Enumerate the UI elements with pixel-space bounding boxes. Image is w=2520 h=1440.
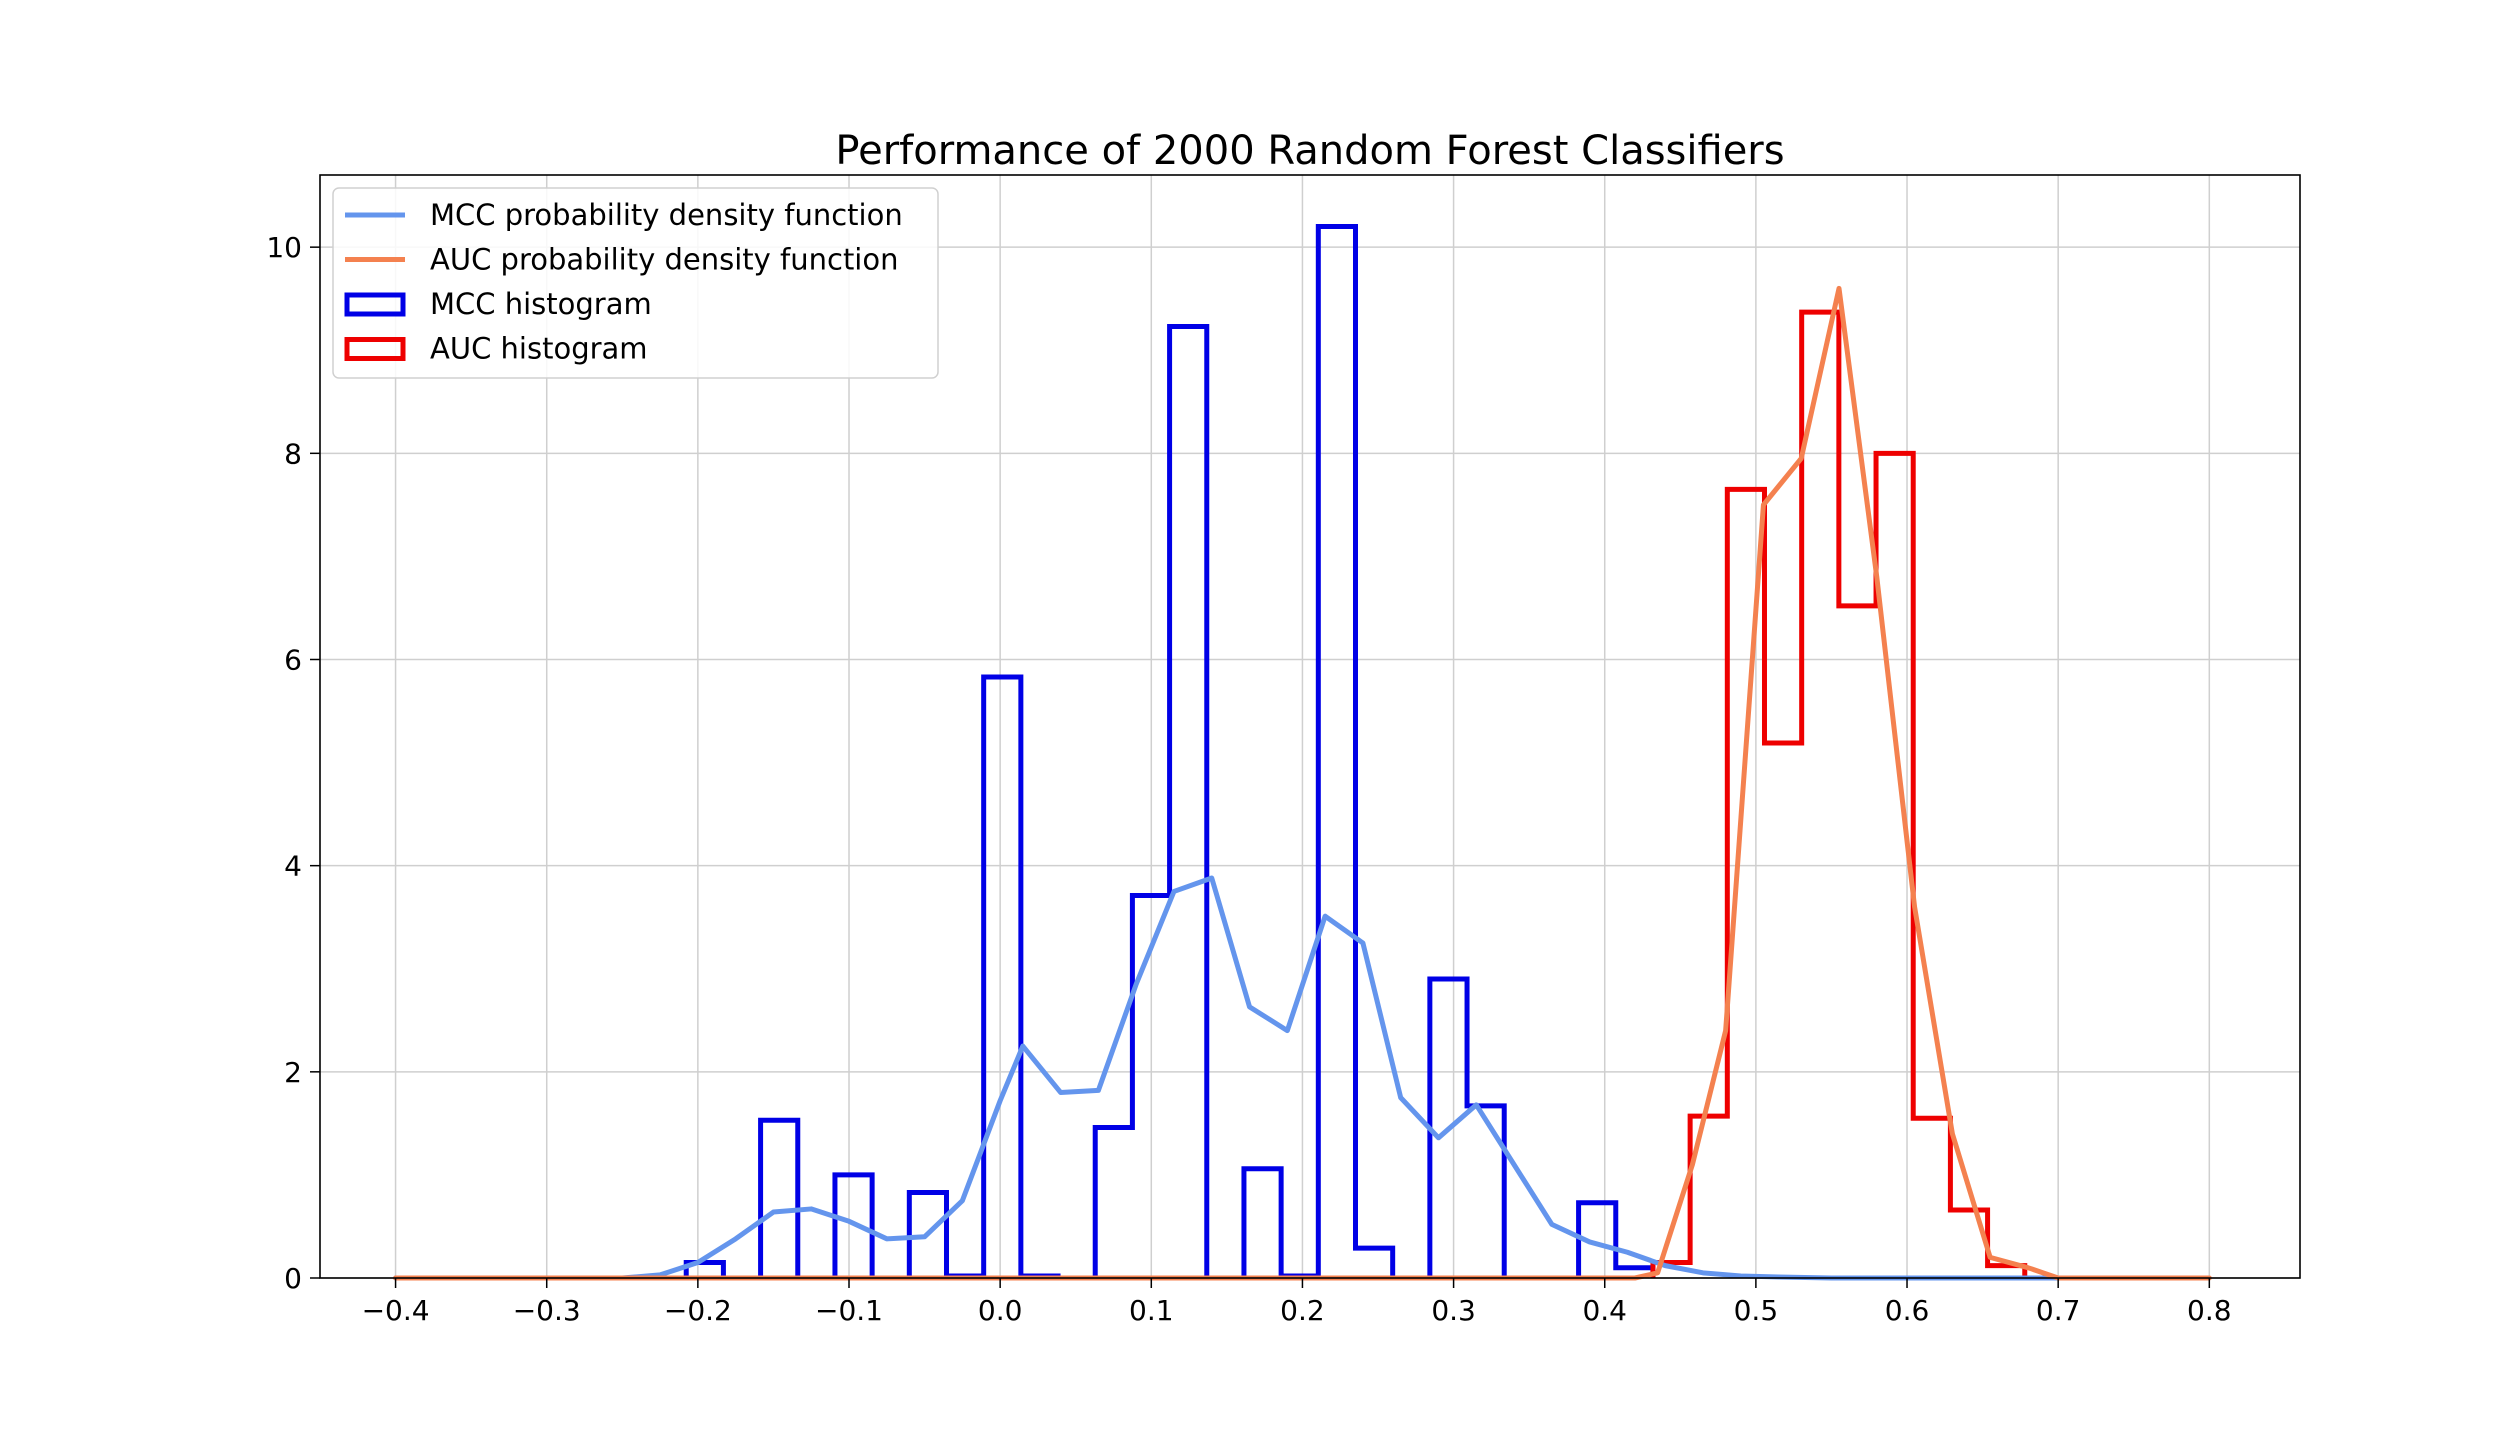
x-tick-label: 0.2 xyxy=(1280,1294,1325,1327)
y-tick-label: 8 xyxy=(284,437,302,470)
legend-box-swatch xyxy=(344,337,406,361)
x-tick-label: 0.1 xyxy=(1129,1294,1174,1327)
plot-frame xyxy=(319,174,2301,1279)
legend-box xyxy=(332,187,939,379)
legend-label: AUC histogram xyxy=(430,332,648,366)
chart-title: Performance of 2000 Random Forest Classi… xyxy=(835,128,1784,174)
histogram-outline xyxy=(1650,309,2028,1278)
legend-label: MCC histogram xyxy=(430,287,652,321)
x-tick-label: −0.4 xyxy=(362,1294,430,1327)
y-tick-label: 2 xyxy=(284,1056,302,1089)
x-tick-label: 0.4 xyxy=(1582,1294,1627,1327)
legend-box-swatch xyxy=(344,292,406,317)
y-tick-label: 0 xyxy=(284,1262,302,1295)
x-tick-label: 0.3 xyxy=(1431,1294,1476,1327)
density-line xyxy=(393,285,2212,1281)
x-tick-label: 0.7 xyxy=(2036,1294,2081,1327)
legend: MCC probability density function AUC prob… xyxy=(332,187,939,379)
legend-label: MCC probability density function xyxy=(430,198,903,232)
x-tick-label: 0.5 xyxy=(1734,1294,1779,1327)
y-axis-ticks: 0 2 4 6 8 10 xyxy=(266,231,320,1295)
legend-label: AUC probability density function xyxy=(430,243,899,277)
y-tick-label: 10 xyxy=(266,231,302,264)
y-tick-label: 6 xyxy=(284,643,302,676)
x-tick-label: 0.8 xyxy=(2187,1294,2232,1327)
density-lines xyxy=(393,285,2212,1281)
x-tick-label: −0.2 xyxy=(664,1294,732,1327)
x-axis-ticks: −0.4 −0.3 −0.2 −0.1 0.0 0.1 0.2 0.3 0.4 0.5 0.6 0.7… xyxy=(362,1278,2232,1327)
density-line xyxy=(393,875,2061,1281)
x-tick-label: −0.1 xyxy=(815,1294,883,1327)
y-tick-label: 4 xyxy=(284,850,302,883)
x-tick-label: 0.6 xyxy=(1885,1294,1930,1327)
x-tick-label: 0.0 xyxy=(978,1294,1023,1327)
x-tick-label: −0.3 xyxy=(513,1294,581,1327)
